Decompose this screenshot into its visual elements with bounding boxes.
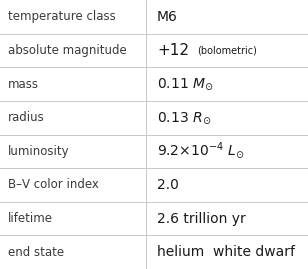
Text: end state: end state <box>8 246 64 259</box>
Text: helium  white dwarf: helium white dwarf <box>157 245 295 259</box>
Text: (bolometric): (bolometric) <box>197 45 257 55</box>
Text: M6: M6 <box>157 10 178 24</box>
Text: lifetime: lifetime <box>8 212 53 225</box>
Text: 0.11 $\mathit{M}_{\!\odot}$: 0.11 $\mathit{M}_{\!\odot}$ <box>157 76 214 92</box>
Text: +12: +12 <box>157 43 189 58</box>
Text: $9.2\!\times\!10^{-4}$ $\mathit{L}_{\!\odot}$: $9.2\!\times\!10^{-4}$ $\mathit{L}_{\!\o… <box>157 141 245 161</box>
Text: B–V color index: B–V color index <box>8 178 99 192</box>
Text: 2.0: 2.0 <box>157 178 179 192</box>
Text: 0.13 $\mathit{R}_{\!\odot}$: 0.13 $\mathit{R}_{\!\odot}$ <box>157 110 212 126</box>
Text: mass: mass <box>8 77 39 91</box>
Text: 2.6 trillion yr: 2.6 trillion yr <box>157 211 246 226</box>
Text: temperature class: temperature class <box>8 10 116 23</box>
Text: luminosity: luminosity <box>8 145 69 158</box>
Text: radius: radius <box>8 111 44 124</box>
Text: absolute magnitude: absolute magnitude <box>8 44 127 57</box>
